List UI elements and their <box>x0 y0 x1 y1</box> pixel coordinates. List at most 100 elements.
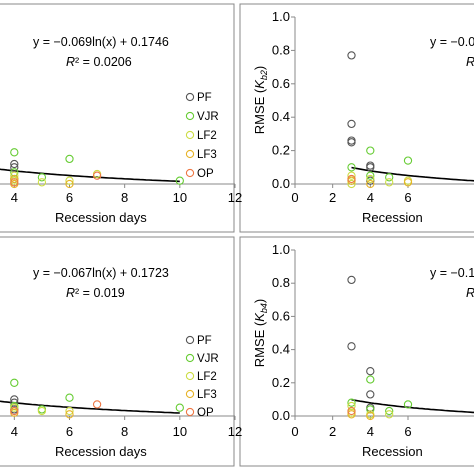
data-point-pf <box>347 136 356 145</box>
data-point-lf2 <box>385 410 394 419</box>
data-point-vjr <box>403 400 413 409</box>
ylabel-top-right: RMSE (Kb2) <box>252 66 269 135</box>
r2-bottom-left: R² = 0.019 <box>66 286 125 300</box>
y-tick-label: 0.4 <box>272 342 290 357</box>
legend-label-vjr: VJR <box>197 353 219 365</box>
trend-line-top-right <box>351 166 474 182</box>
legend-label-vjr: VJR <box>197 111 219 123</box>
legend-marker-pf <box>185 335 195 345</box>
data-point-vjr <box>347 398 356 407</box>
x-tick-label: 4 <box>367 424 374 439</box>
legend-marker-op <box>185 168 195 178</box>
legend-label-pf: PF <box>197 335 212 347</box>
trend-line-bottom-left <box>0 400 180 414</box>
data-point-lf2 <box>65 176 74 185</box>
panel-frame-bottom-right <box>239 236 474 467</box>
data-point-pf <box>366 161 375 170</box>
data-point-vjr <box>366 375 375 384</box>
data-point-lf3 <box>10 174 19 184</box>
legend-label-lf2: LF2 <box>197 371 217 383</box>
x-tick-label: 4 <box>11 190 18 205</box>
data-point-pf <box>347 119 356 129</box>
equation-bottom-right: y = −0.1 <box>430 266 474 280</box>
data-point-lf3 <box>347 410 356 419</box>
data-point-pf <box>10 159 19 169</box>
x-tick-label: 4 <box>11 424 18 439</box>
r2-bottom-right: R <box>466 286 474 300</box>
data-point-lf2 <box>366 174 375 184</box>
data-point-vjr <box>65 154 74 164</box>
ylabel-bottom-right: RMSE (Kb4) <box>252 299 269 368</box>
x-tick-label: 12 <box>228 424 242 439</box>
data-point-pf <box>10 395 19 404</box>
equation-top-right: y = −0.0 <box>430 35 474 49</box>
x-tick-label: 2 <box>329 424 336 439</box>
data-point-pf <box>366 163 375 172</box>
data-point-vjr <box>366 171 375 180</box>
data-point-pf <box>347 342 356 351</box>
panel-frame-top-right <box>239 3 474 233</box>
x-tick-label: 12 <box>228 190 242 205</box>
data-point-lf2 <box>37 178 47 187</box>
legend-marker-lf2 <box>185 130 195 140</box>
data-point-vjr <box>385 406 394 416</box>
r2-top-right: R <box>466 55 474 69</box>
y-tick-label: 1.0 <box>272 9 290 24</box>
data-point-vjr <box>385 173 394 182</box>
y-tick-label: 0.6 <box>272 76 290 91</box>
legend-label-op: OP <box>197 407 214 419</box>
data-point-pf <box>347 275 356 285</box>
data-point-vjr <box>37 173 47 182</box>
equation-bottom-left: y = −0.067ln(x) + 0.1723 <box>33 266 169 280</box>
data-point-vjr <box>10 148 19 157</box>
x-tick-label: 2 <box>329 190 336 205</box>
y-tick-label: 0.2 <box>272 375 290 390</box>
data-point-pf <box>347 51 356 60</box>
data-point-vjr <box>175 403 184 412</box>
trend-line-bottom-right <box>351 398 474 414</box>
y-tick-label: 0.4 <box>272 109 290 124</box>
xlabel-top-right: Recession <box>362 210 423 225</box>
legend-label-pf: PF <box>197 92 212 104</box>
x-tick-label: 6 <box>66 190 73 205</box>
data-point-lf3 <box>366 411 375 421</box>
data-point-op <box>347 174 356 184</box>
data-point-pf <box>10 163 19 172</box>
data-point-vjr <box>10 378 19 387</box>
x-tick-label: 8 <box>121 190 128 205</box>
x-tick-label: 6 <box>404 424 411 439</box>
legend-marker-vjr <box>185 353 195 363</box>
data-point-vjr <box>65 393 74 402</box>
legend-label-lf3: LF3 <box>197 149 217 161</box>
y-tick-label: 0.2 <box>272 143 290 158</box>
x-tick-label: 10 <box>173 190 187 205</box>
panel-frame-top-left <box>0 3 235 233</box>
trend-line-top-left <box>0 168 180 183</box>
data-point-vjr <box>175 176 184 185</box>
panel-frame-bottom-left <box>0 236 235 467</box>
y-tick-label: 0.0 <box>272 408 290 423</box>
x-tick-label: 4 <box>367 190 374 205</box>
xlabel-bottom-left: Recession days <box>55 444 147 459</box>
data-point-vjr <box>366 405 375 414</box>
data-point-pf <box>366 367 375 376</box>
legend-marker-pf <box>185 92 195 102</box>
x-tick-label: 0 <box>291 190 298 205</box>
data-point-lf2 <box>65 406 74 416</box>
data-point-lf2 <box>347 171 356 180</box>
x-tick-label: 6 <box>404 190 411 205</box>
legend-label-op: OP <box>197 168 214 180</box>
x-tick-label: 10 <box>173 424 187 439</box>
y-tick-label: 0.8 <box>272 42 290 57</box>
data-point-lf2 <box>10 403 19 412</box>
data-point-lf2 <box>10 171 19 180</box>
data-point-lf2 <box>385 178 394 187</box>
data-point-op <box>10 178 19 187</box>
legend-marker-op <box>185 407 195 417</box>
data-point-lf3 <box>65 179 74 189</box>
data-point-lf3 <box>403 178 413 187</box>
legend-label-lf3: LF3 <box>197 389 217 401</box>
xlabel-top-left: Recession days <box>55 210 147 225</box>
x-tick-label: 0 <box>291 424 298 439</box>
